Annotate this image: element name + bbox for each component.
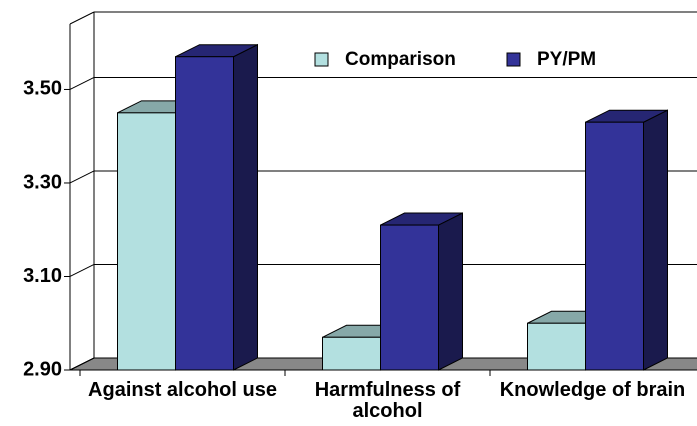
- bar: [585, 109, 668, 371]
- legend-swatch: [506, 52, 521, 67]
- y-tick-label: 3.50: [23, 78, 62, 100]
- bar-face: [527, 322, 586, 371]
- left-top: [69, 11, 95, 25]
- bar-face: [585, 121, 644, 371]
- y-tick-label: 2.90: [23, 358, 62, 380]
- bar-face: [175, 56, 234, 371]
- bar-face: [117, 112, 176, 371]
- legend-label: PY/PM: [537, 49, 596, 70]
- grid-line: [69, 170, 95, 184]
- bar-face: [643, 109, 668, 371]
- bar: [380, 212, 463, 371]
- y-tick-label: 3.10: [23, 265, 62, 287]
- bar-face: [438, 212, 463, 371]
- grid-line: [69, 264, 95, 277]
- x-tick-label: Harmfulness of alcohol: [314, 379, 461, 422]
- bar-face: [233, 43, 258, 371]
- legend-swatch: [314, 52, 329, 67]
- bar-face: [380, 224, 439, 371]
- legend-label: Comparison: [345, 49, 456, 70]
- x-tick-label: Against alcohol use: [88, 379, 277, 401]
- y-tick-label: 3.30: [23, 171, 62, 193]
- bar: [175, 43, 258, 371]
- grid-line: [69, 357, 95, 371]
- grid-line: [69, 77, 95, 90]
- bar-face: [322, 336, 381, 371]
- x-tick-label: Knowledge of brain: [499, 379, 686, 401]
